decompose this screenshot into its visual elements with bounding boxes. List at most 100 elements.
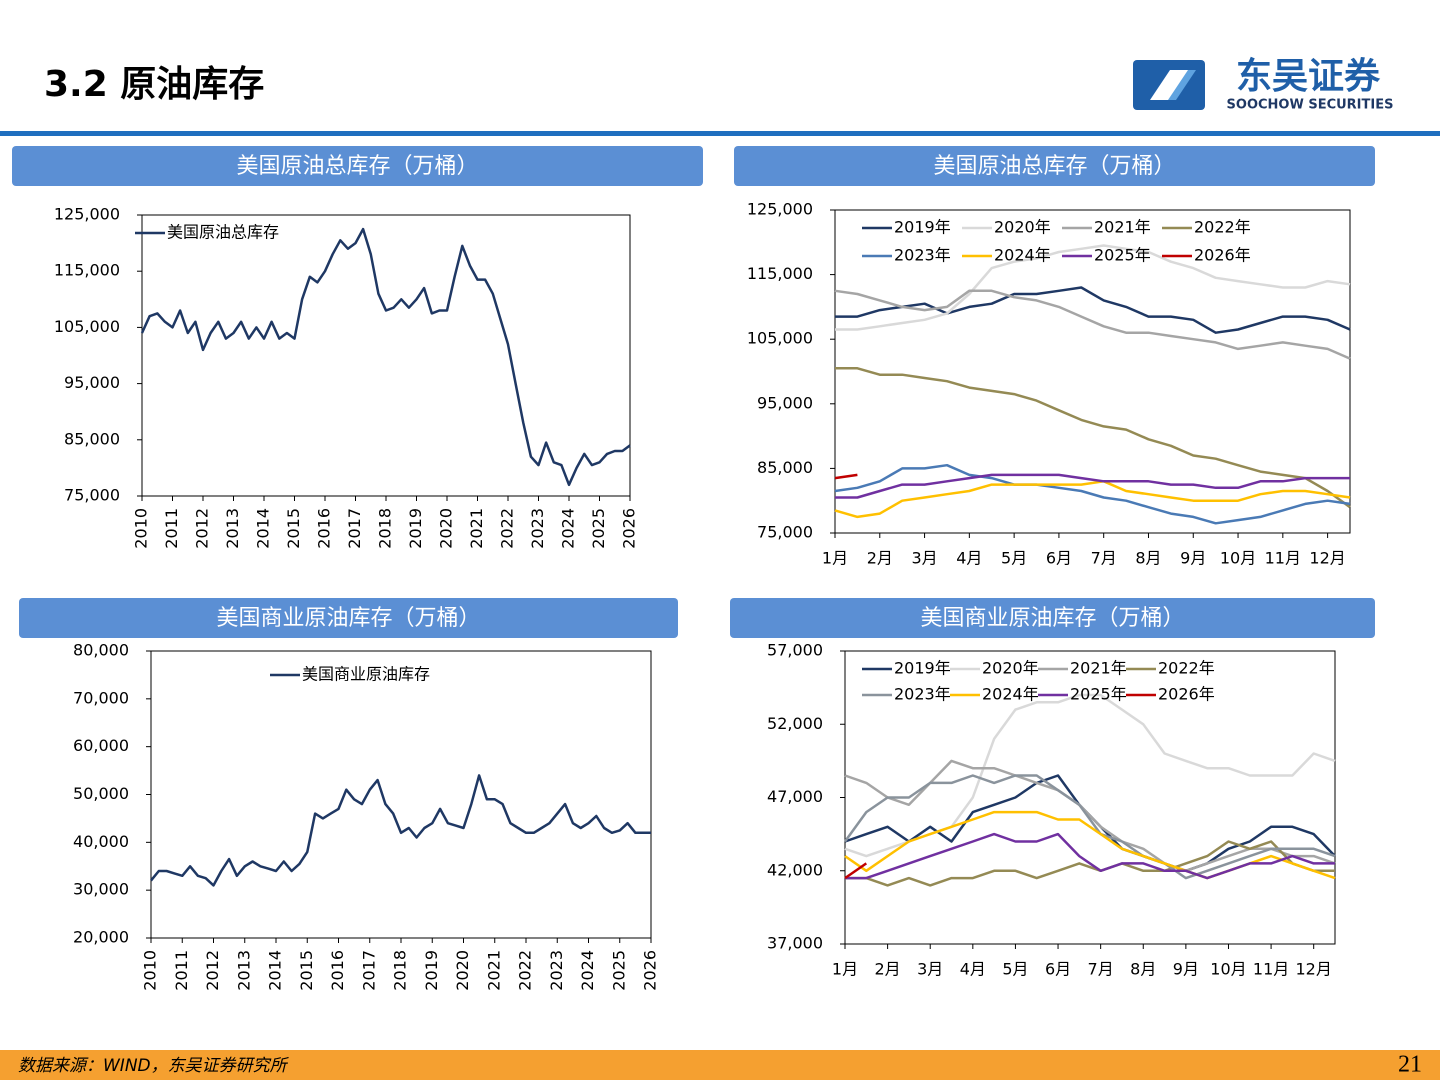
x-tick-label: 2015 <box>284 508 303 549</box>
panel-title: 美国原油总库存（万桶） <box>236 154 478 179</box>
x-tick-label: 2011 <box>162 508 181 549</box>
x-tick-label: 2026 <box>641 950 660 991</box>
logo-stroke <box>1168 70 1196 100</box>
legend-label: 2024年 <box>994 246 1051 265</box>
x-tick-label: 2022 <box>498 508 517 549</box>
x-tick-label: 2019 <box>422 950 441 991</box>
x-tick-label: 2021 <box>467 508 486 549</box>
series-line <box>835 367 1351 509</box>
y-tick-label: 42,000 <box>767 860 823 879</box>
x-tick-label: 2020 <box>453 950 472 991</box>
series-line <box>150 774 651 887</box>
legend-label: 美国原油总库存 <box>167 223 279 242</box>
series-line <box>835 286 1351 334</box>
x-tick-label: 2016 <box>328 950 347 991</box>
logo-subtext: SOOCHOW SECURITIES <box>1227 98 1394 113</box>
x-tick-label: 9月 <box>1180 549 1206 568</box>
x-tick-label: 2010 <box>132 508 151 549</box>
legend-label: 2019年 <box>894 218 951 237</box>
series-line <box>834 473 858 480</box>
series-line <box>835 473 1350 499</box>
x-tick-label: 2018 <box>391 950 410 991</box>
x-tick-label: 2024 <box>559 508 578 549</box>
panel-title: 美国商业原油库存（万桶） <box>216 606 480 631</box>
header-rule <box>0 131 1440 136</box>
slide-title: 3.2 原油库存 <box>44 64 264 105</box>
legend-label: 2022年 <box>1194 218 1251 237</box>
x-tick-label: 2017 <box>345 508 364 549</box>
x-tick-label: 2013 <box>223 508 242 549</box>
plot-frame <box>150 650 652 939</box>
y-tick-label: 80,000 <box>73 641 129 660</box>
y-tick-label: 115,000 <box>747 264 813 283</box>
legend-label: 2022年 <box>1158 659 1215 678</box>
footer-source: 数据来源：WIND，东吴证券研究所 <box>18 1056 290 1076</box>
footer-bar <box>0 1050 1440 1080</box>
legend-label: 2021年 <box>1094 218 1151 237</box>
x-tick-label: 3月 <box>911 549 937 568</box>
y-tick-label: 105,000 <box>747 329 813 348</box>
x-tick-label: 2019 <box>406 508 425 549</box>
logo-stroke <box>1150 70 1190 100</box>
panel-title: 美国原油总库存（万桶） <box>933 154 1175 179</box>
x-tick-label: 2月 <box>867 549 893 568</box>
series-line <box>834 480 1351 519</box>
y-tick-label: 75,000 <box>64 486 120 505</box>
y-tick-label: 85,000 <box>757 458 813 477</box>
y-tick-label: 37,000 <box>767 934 823 953</box>
series-line <box>140 227 631 487</box>
legend-label: 2023年 <box>894 246 951 265</box>
page-number: 21 <box>1398 1052 1422 1078</box>
x-tick-label: 6月 <box>1045 960 1071 979</box>
logo-text: 东吴证券 <box>1236 56 1381 97</box>
legend-label: 2026年 <box>1158 685 1215 704</box>
plot-frame <box>141 214 631 497</box>
x-tick-label: 8月 <box>1130 960 1156 979</box>
x-tick-label: 6月 <box>1046 549 1072 568</box>
legend-label: 美国商业原油库存 <box>302 665 430 684</box>
x-tick-label: 10月 <box>1210 960 1246 979</box>
x-tick-label: 7月 <box>1091 549 1117 568</box>
y-tick-label: 125,000 <box>54 205 120 224</box>
x-tick-label: 1月 <box>832 960 858 979</box>
panel-header <box>730 598 1375 638</box>
x-tick-label: 2023 <box>528 508 547 549</box>
x-tick-label: 12月 <box>1309 549 1345 568</box>
y-tick-label: 95,000 <box>757 393 813 412</box>
y-tick-label: 40,000 <box>73 832 129 851</box>
x-tick-label: 2011 <box>172 950 191 991</box>
x-tick-label: 2018 <box>376 508 395 549</box>
y-tick-label: 125,000 <box>747 200 813 219</box>
x-tick-label: 12月 <box>1296 960 1332 979</box>
y-tick-label: 95,000 <box>64 373 120 392</box>
x-tick-label: 2月 <box>875 960 901 979</box>
x-tick-label: 2025 <box>589 508 608 549</box>
legend-label: 2024年 <box>982 685 1039 704</box>
legend-label: 2020年 <box>982 659 1039 678</box>
y-tick-label: 52,000 <box>767 714 823 733</box>
y-tick-label: 60,000 <box>73 736 129 755</box>
x-tick-label: 2025 <box>609 950 628 991</box>
panel-header <box>19 598 678 638</box>
x-tick-label: 2012 <box>193 508 212 549</box>
x-tick-label: 4月 <box>956 549 982 568</box>
series-line <box>844 759 1336 873</box>
x-tick-label: 4月 <box>960 960 986 979</box>
x-tick-label: 2022 <box>516 950 535 991</box>
x-tick-label: 5月 <box>1001 549 1027 568</box>
x-tick-label: 5月 <box>1002 960 1028 979</box>
series-line <box>845 840 1335 887</box>
series-line <box>845 832 1335 880</box>
x-tick-label: 9月 <box>1173 960 1199 979</box>
legend-label: 2025年 <box>1094 246 1151 265</box>
x-tick-label: 2023 <box>547 950 566 991</box>
legend-label: 2025年 <box>1070 685 1127 704</box>
x-tick-label: 2026 <box>620 508 639 549</box>
legend-label: 2020年 <box>994 218 1051 237</box>
x-tick-label: 3月 <box>917 960 943 979</box>
plot-frame <box>834 209 1351 534</box>
x-tick-label: 2021 <box>484 950 503 991</box>
x-tick-label: 2013 <box>234 950 253 991</box>
x-tick-label: 2012 <box>203 950 222 991</box>
